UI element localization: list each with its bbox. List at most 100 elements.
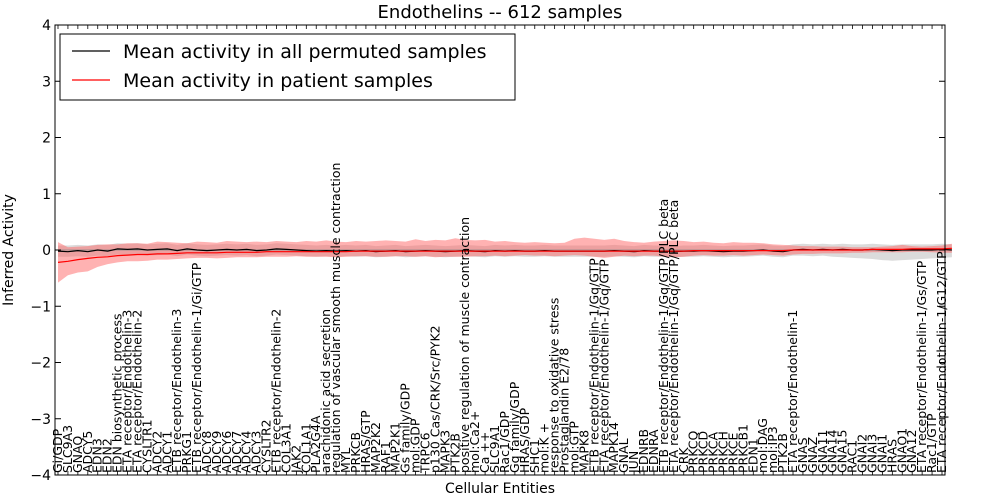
x-category-label: PRKG1 — [179, 431, 194, 473]
x-category-label: GNAZ — [805, 437, 820, 473]
x-category-label: p130 Cas/CRK/Src/PYK2 — [427, 325, 442, 473]
x-category-label: ADCY9 — [209, 431, 224, 473]
x-category-label: GNAL — [616, 438, 631, 473]
x-category-label: ADCY3 — [249, 431, 264, 473]
x-category-label: GNAI3 — [865, 434, 880, 473]
x-category-label: EDN2 — [100, 438, 115, 473]
x-category-label: EDN biosynthetic process — [110, 313, 125, 473]
x-category-label: HRAS/GTP — [358, 410, 373, 473]
x-category-label: SLC9A3 — [60, 425, 75, 473]
x-axis-label: Cellular Entities — [445, 481, 555, 497]
x-category-label: positive regulation of muscle contractio… — [457, 217, 472, 473]
x-category-label: PTK2B — [447, 433, 462, 473]
y-tick-label: −3 — [30, 412, 51, 428]
x-category-label: ADCY8 — [199, 431, 214, 473]
x-category-label: GNA12 — [904, 430, 919, 474]
x-category-label: Rac1/GDP — [497, 411, 512, 473]
y-tick-label: 0 — [42, 243, 51, 259]
x-category-label: Gi/GDP — [50, 428, 65, 473]
x-category-label: arachidonic acid secretion — [318, 309, 333, 473]
x-category-label: JUN — [626, 451, 641, 474]
chart-title: Endothelins -- 612 samples — [378, 2, 623, 23]
x-category-label: ETB receptor/Endothelin-1/Gi/GTP — [189, 262, 204, 473]
series-line-patient — [57, 247, 952, 263]
x-category-label: ETA receptor/Endothelin-1/Gs/GTP — [914, 260, 929, 473]
x-category-label: MAP2K1 — [388, 422, 403, 473]
x-category-label: MAPK3 — [437, 430, 452, 473]
x-category-label: ADCY2 — [149, 431, 164, 473]
y-tick-label: −2 — [30, 356, 51, 372]
y-tick-label: 4 — [42, 18, 51, 34]
x-category-label: ETB receptor/Endothelin-1/Gq/GTP/PLC bet… — [656, 199, 671, 473]
x-category-label: ADCY1 — [159, 431, 174, 473]
x-category-label: GNA15 — [835, 430, 850, 474]
x-category-label: GNA14 — [825, 429, 840, 473]
y-tick-label: −1 — [30, 299, 51, 315]
x-category-label: PRKCQ — [686, 431, 701, 473]
legend-box — [59, 33, 516, 101]
x-category-label: TRPC6 — [418, 432, 433, 474]
x-category-label: GNAQ — [70, 436, 85, 473]
x-category-label: ETA receptor/Endothelin-1/Gq/GTP/PLC bet… — [666, 200, 681, 473]
y-tick-label: −4 — [30, 468, 51, 484]
x-category-label: Prostaglandin E2/78 — [557, 348, 572, 473]
x-category-label: COL1A1 — [298, 423, 313, 473]
x-category-label: Gq family/GDP — [507, 381, 522, 473]
y-tick-label: 1 — [42, 187, 51, 203]
x-category-label: EDN1 — [745, 438, 760, 473]
x-category-label: PLA2G4A — [308, 415, 323, 473]
x-category-label: EDN3 — [90, 438, 105, 473]
x-category-label: ADCY7 — [229, 431, 244, 473]
x-category-label: PRKCE — [725, 433, 740, 473]
x-category-label: ETA receptor/Endothelin-1 — [785, 310, 800, 473]
y-axis-ticks: −4 −3 −2 −1 0 1 2 3 4 — [30, 18, 945, 484]
x-category-label: GNAO1 — [894, 428, 909, 473]
x-category-label: GNA11 — [815, 430, 830, 474]
x-category-label: ADCY6 — [219, 431, 234, 473]
y-tick-label: 3 — [42, 74, 51, 90]
x-category-label: CRK — [676, 447, 691, 473]
x-category-label: GNAI2 — [855, 434, 870, 473]
x-category-label: JAK2 — [288, 445, 303, 474]
x-category-label: EDNRB — [636, 429, 651, 473]
x-category-label: mol:GDP — [408, 418, 423, 473]
x-category-label: RAF1 — [378, 441, 393, 473]
x-category-label: ETB receptor/Endothelin-3 — [169, 309, 184, 473]
x-category-label: mol:IP3 — [765, 426, 780, 473]
x-category-label: GNAI1 — [874, 434, 889, 473]
x-category-label: CYSLTR2 — [259, 419, 274, 473]
x-category-label: Ca ++ — [477, 432, 492, 473]
x-category-label: ADCY4 — [239, 431, 254, 473]
x-category-label: COL3A1 — [278, 423, 293, 473]
x-category-label: SLC9A1 — [487, 425, 502, 473]
x-category-label: EDNRA — [646, 429, 661, 473]
x-category-label: MAPK14 — [606, 422, 621, 473]
x-category-label: GNAS — [795, 437, 810, 473]
x-category-label: PTK2B — [775, 433, 790, 473]
y-tick-label: 2 — [42, 131, 51, 147]
x-category-label: mol:DAG — [755, 418, 770, 473]
x-category-label: PRKCA — [706, 432, 721, 473]
x-category-label: ETB receptor/Endothelin-2 — [269, 309, 284, 473]
x-category-label: SHC1 — [527, 439, 542, 473]
x-category-label: ETA receptor/Endothelin-1/Gq/GTP — [596, 259, 611, 473]
x-category-label: HRAS — [884, 439, 899, 473]
x-category-label: PRKCB1 — [735, 424, 750, 473]
x-category-label: ADCY5 — [80, 431, 95, 473]
x-category-label: CYSLTR1 — [139, 419, 154, 473]
x-category-label: Rac1/GTP — [924, 413, 939, 473]
x-category-label: response to oxidative stress — [547, 298, 562, 473]
series-lines — [57, 247, 952, 263]
x-category-label: mol:GTP — [567, 421, 582, 473]
x-category-label: HRAS/GDP — [517, 407, 532, 473]
x-category-label: MAP2K2 — [368, 422, 383, 473]
x-category-label: regulation of vascular smooth muscle con… — [328, 163, 343, 473]
x-category-label: PRKCD — [696, 431, 711, 473]
x-category-label: RAC1 — [845, 440, 860, 473]
x-category-label: PRKCB — [348, 432, 363, 473]
x-category-label: ETB receptor/Endothelin-1/Gq/GTP — [586, 258, 601, 473]
x-category-label: MAPK8 — [576, 430, 591, 473]
x-category-label: ETA receptor/Endothelin-1/G12/GTP — [934, 251, 949, 473]
